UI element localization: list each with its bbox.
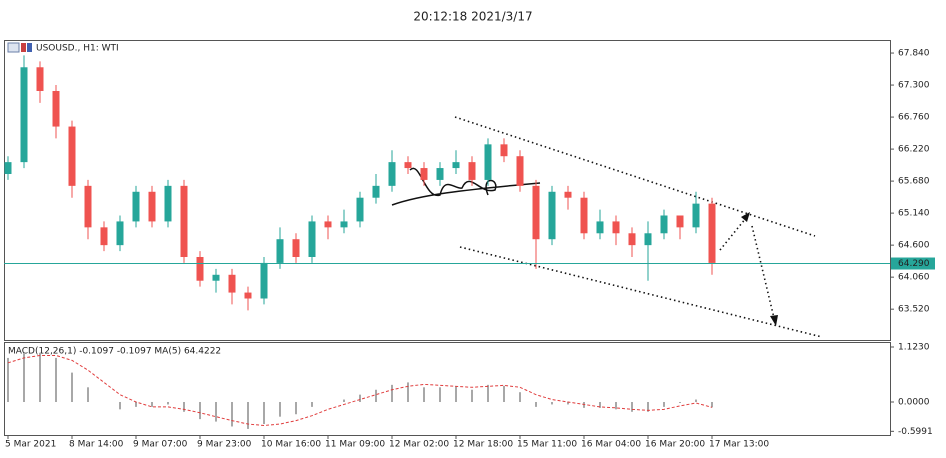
candle-body — [404, 162, 412, 169]
candle-body — [564, 191, 572, 198]
x-tick-label: 12 Mar 18:00 — [453, 440, 513, 450]
current-price-label: 64.290 — [898, 259, 930, 269]
y-tick-label: -0.5991 — [898, 427, 933, 437]
y-tick-label: 0.0000 — [898, 397, 930, 407]
candle-body — [692, 203, 700, 228]
y-tick-label: 64.600 — [898, 241, 930, 251]
candle-body — [356, 197, 364, 222]
candle-body — [644, 233, 652, 246]
macd-title: MACD(12,26,1) -0.1097 -0.1097 MA(5) 64.4… — [8, 347, 221, 357]
candle-body — [180, 185, 188, 257]
symbol-icons — [7, 42, 32, 53]
candle-body — [260, 262, 268, 299]
chart-title: USOUSD., H1: WTI — [36, 44, 119, 54]
candle-body — [484, 144, 492, 180]
timestamp: 20:12:18 2021/3/17 — [413, 10, 532, 24]
candle-body — [116, 221, 124, 246]
candle-body — [548, 191, 556, 240]
candle-body — [660, 215, 668, 234]
y-tick-label: 67.300 — [898, 81, 930, 91]
candle-body — [372, 185, 380, 198]
candle-body — [708, 203, 716, 263]
current-price-box — [891, 257, 935, 270]
candle-body — [340, 221, 348, 228]
candle-body — [276, 239, 284, 263]
candle-body — [420, 168, 428, 180]
candle-body — [52, 90, 60, 127]
candle-body — [676, 215, 684, 228]
signal-line — [7, 354, 713, 427]
x-tick-label: 12 Mar 02:00 — [389, 440, 449, 450]
x-tick-label: 15 Mar 11:00 — [517, 440, 577, 450]
candle-body — [292, 239, 300, 257]
channel-lines — [454, 116, 823, 338]
signature-scribble — [391, 167, 541, 206]
candle-body — [452, 162, 460, 169]
candle-body — [228, 274, 236, 293]
y-tick-label: 67.840 — [898, 49, 930, 59]
y-tick-label: 65.140 — [898, 209, 930, 219]
x-tick-label: 9 Mar 23:00 — [197, 440, 252, 450]
x-tick-label: 8 Mar 14:00 — [69, 440, 124, 450]
candle-body — [612, 221, 620, 234]
y-tick-label: 65.680 — [898, 177, 930, 187]
y-tick-label: 63.520 — [898, 305, 930, 315]
macd-panel — [4, 342, 891, 436]
arrow-heads — [741, 212, 778, 326]
y-tick-label: 66.760 — [898, 113, 930, 123]
candle-body — [4, 162, 12, 174]
x-tick-label: 16 Mar 20:00 — [645, 440, 705, 450]
candle-body — [468, 162, 476, 180]
candle-body — [100, 227, 108, 246]
x-tick-label: 17 Mar 13:00 — [709, 440, 769, 450]
candle-body — [68, 126, 76, 186]
x-tick-label: 5 Mar 2021 — [5, 440, 56, 450]
candle-body — [148, 191, 156, 222]
candle-body — [580, 197, 588, 234]
candle-body — [436, 168, 444, 180]
candle-body — [36, 67, 44, 91]
x-tick-label: 9 Mar 07:00 — [133, 440, 188, 450]
candle-body — [244, 292, 252, 299]
y-tick-label: 64.060 — [898, 273, 930, 283]
x-tick-label: 11 Mar 09:00 — [325, 440, 385, 450]
x-tick-label: 16 Mar 04:00 — [581, 440, 641, 450]
candle-body — [196, 256, 204, 281]
candle-body — [516, 156, 524, 186]
candle-body — [132, 191, 140, 222]
candle-body — [84, 185, 92, 228]
y-tick-label: 66.220 — [898, 145, 930, 155]
candle-body — [596, 221, 604, 234]
candle-body — [20, 67, 28, 163]
x-tick-label: 10 Mar 16:00 — [261, 440, 321, 450]
candle-body — [212, 274, 220, 281]
y-tick-label: 1.1230 — [898, 342, 930, 352]
candle-body — [324, 221, 332, 228]
candle-body — [500, 144, 508, 157]
candle-body — [388, 162, 396, 186]
candle-body — [308, 221, 316, 257]
price-panel — [4, 40, 891, 341]
candle-body — [164, 185, 172, 222]
candle-body — [628, 233, 636, 246]
candle-body — [532, 185, 540, 240]
